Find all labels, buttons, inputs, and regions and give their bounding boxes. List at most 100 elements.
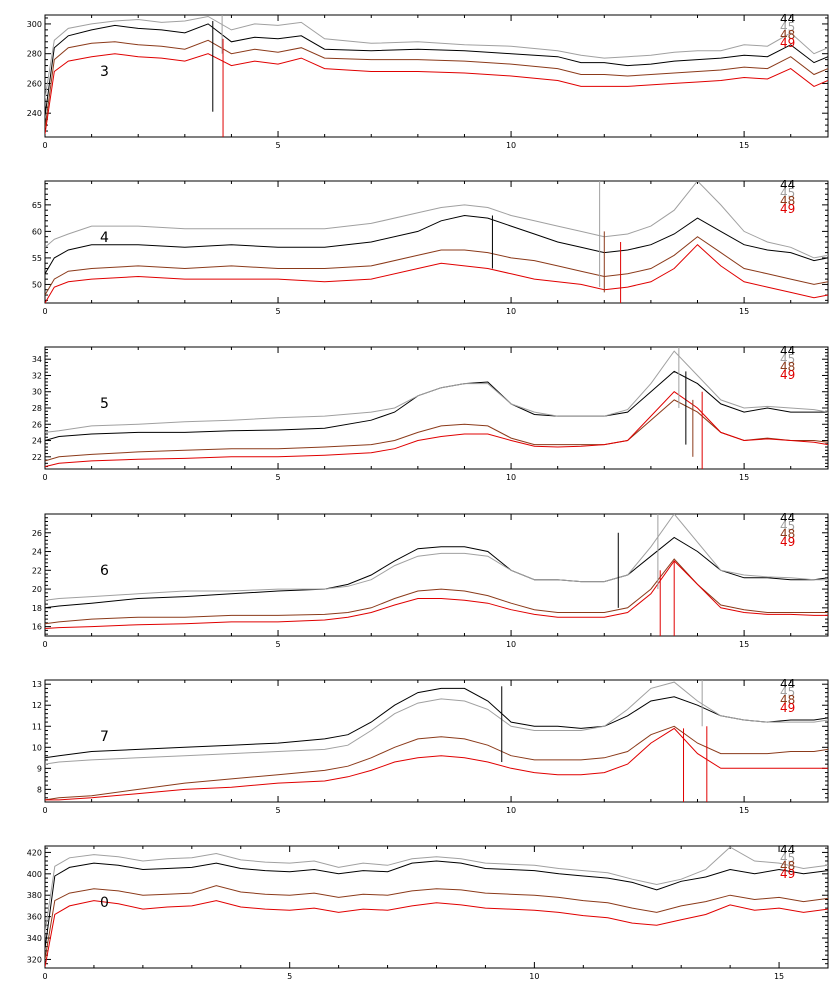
legend-entry-44: 44	[780, 843, 795, 857]
y-tick-label: 20	[32, 585, 42, 594]
y-tick-label: 16	[32, 623, 42, 632]
y-tick-label: 360	[27, 913, 42, 922]
y-tick-label: 22	[32, 453, 42, 462]
legend-entry-49: 49	[780, 202, 795, 216]
x-tick-label: 0	[42, 806, 47, 815]
y-tick-label: 300	[27, 20, 42, 29]
x-tick-label: 0	[42, 972, 47, 981]
y-tick-label: 420	[27, 848, 42, 857]
x-tick-label: 0	[42, 640, 47, 649]
panel-label: 0	[100, 895, 109, 911]
legend-entry-48: 48	[780, 693, 795, 707]
y-tick-label: 340	[27, 934, 42, 943]
series-line-45	[45, 350, 828, 433]
x-tick-label: 0	[42, 473, 47, 482]
y-tick-label: 65	[32, 201, 42, 210]
series-line-45	[45, 181, 828, 259]
x-tick-label: 10	[506, 141, 516, 150]
series-line-48	[45, 558, 828, 625]
y-tick-label: 260	[27, 79, 42, 88]
series-group	[45, 181, 828, 303]
series-line-48	[45, 236, 828, 296]
legend-entry-49: 49	[780, 368, 795, 382]
series-group	[45, 514, 828, 636]
legend-entry-48: 48	[780, 527, 795, 541]
y-tick-label: 11	[32, 722, 42, 731]
panel-label: 6	[100, 563, 109, 579]
y-tick-label: 50	[32, 280, 42, 289]
y-tick-label: 280	[27, 50, 42, 59]
legend-entry-49: 49	[780, 867, 795, 881]
panel-label: 7	[100, 729, 109, 745]
legend-entry-48: 48	[780, 360, 795, 374]
series-line-49	[45, 53, 828, 135]
x-tick-label: 10	[506, 307, 516, 316]
series-line-45	[45, 846, 828, 933]
x-tick-label: 5	[275, 640, 280, 649]
x-tick-label: 5	[275, 307, 280, 316]
y-tick-label: 240	[27, 109, 42, 118]
series-line-48	[45, 39, 828, 129]
series-group	[45, 846, 828, 967]
x-tick-label: 15	[739, 473, 749, 482]
legend-entry-45: 45	[780, 519, 795, 533]
y-tick-label: 22	[32, 566, 42, 575]
panel-label: 3	[100, 64, 109, 80]
series-line-45	[45, 514, 828, 601]
x-tick-label: 10	[506, 806, 516, 815]
plot-frame	[44, 513, 829, 637]
legend-entry-49: 49	[780, 701, 795, 715]
series-group	[45, 680, 828, 802]
series-line-44	[45, 687, 828, 759]
y-tick-label: 26	[32, 529, 42, 538]
plot-frame	[44, 679, 829, 803]
series-line-45	[45, 15, 828, 99]
plot-frame	[44, 180, 829, 304]
y-tick-label: 380	[27, 891, 42, 900]
y-tick-label: 28	[32, 404, 42, 413]
x-tick-label: 5	[275, 141, 280, 150]
legend-entry-45: 45	[780, 685, 795, 699]
legend-entry-49: 49	[780, 535, 795, 549]
legend-entry-48: 48	[780, 28, 795, 42]
legend-entry-48: 48	[780, 859, 795, 873]
x-tick-label: 10	[506, 473, 516, 482]
plot-frame	[44, 14, 829, 138]
legend-entry-45: 45	[780, 352, 795, 366]
x-tick-label: 15	[739, 640, 749, 649]
x-tick-label: 15	[739, 141, 749, 150]
legend-entry-44: 44	[780, 677, 795, 691]
legend-entry-44: 44	[780, 511, 795, 525]
y-tick-label: 26	[32, 420, 42, 429]
series-line-48	[45, 885, 828, 960]
series-line-48	[45, 725, 828, 801]
y-tick-label: 24	[32, 437, 42, 446]
x-tick-label: 15	[774, 972, 784, 981]
y-tick-label: 12	[32, 701, 42, 710]
series-line-49	[45, 900, 828, 967]
y-tick-label: 18	[32, 604, 42, 613]
y-tick-label: 400	[27, 870, 42, 879]
y-tick-label: 55	[32, 254, 42, 263]
x-tick-label: 5	[287, 972, 292, 981]
x-tick-label: 10	[506, 640, 516, 649]
legend-entry-45: 45	[780, 186, 795, 200]
series-line-49	[45, 727, 828, 801]
series-line-48	[45, 399, 828, 462]
y-tick-label: 24	[32, 548, 42, 557]
legend-entry-48: 48	[780, 194, 795, 208]
series-line-44	[45, 23, 828, 117]
legend-entry-44: 44	[780, 344, 795, 358]
legend-entry-45: 45	[780, 851, 795, 865]
legend-entry-44: 44	[780, 178, 795, 192]
x-tick-label: 10	[529, 972, 539, 981]
y-tick-label: 13	[32, 680, 42, 689]
series-line-49	[45, 391, 828, 468]
y-tick-label: 30	[32, 388, 42, 397]
x-tick-label: 0	[42, 141, 47, 150]
